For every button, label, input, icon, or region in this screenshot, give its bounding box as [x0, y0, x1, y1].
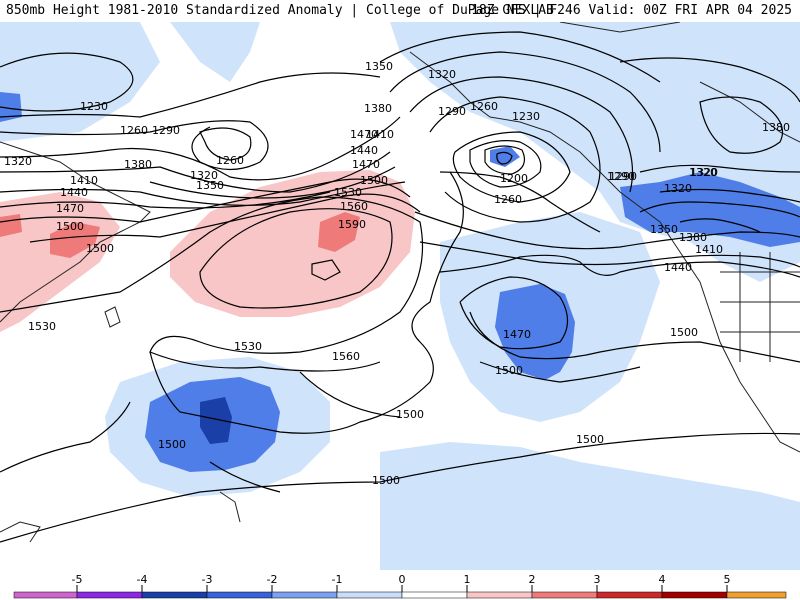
header: 850mb Height 1981-2010 Standardized Anom…: [0, 0, 800, 22]
colorbar-tick-label: 4: [659, 573, 666, 586]
contour-label: 1440: [664, 261, 692, 274]
contour-label: 1590: [338, 218, 366, 231]
contour-label: 1260: [494, 193, 522, 206]
contour-label: 1320: [428, 68, 456, 81]
contour-label: 1500: [495, 364, 523, 377]
contour-label: 1500: [86, 242, 114, 255]
model-run-info: 18Z GFS | F246 Valid: 00Z FRI APR 04 202…: [471, 3, 792, 18]
colorbar-segment: [726, 591, 787, 599]
colorbar-tick-label: -4: [137, 573, 148, 586]
contour-label: 1260: [216, 154, 244, 167]
contour-label: 1410: [366, 128, 394, 141]
contour-label: 1230: [80, 100, 108, 113]
colorbar-segment: [336, 591, 403, 599]
contour-label: 1470: [56, 202, 84, 215]
contour-label: 1380: [679, 231, 707, 244]
colorbar-segment: [401, 591, 468, 599]
coastlines: [0, 22, 800, 543]
contour-label: 1500: [576, 433, 604, 446]
contour-label: 1290: [607, 170, 635, 183]
contour-label: 1560: [340, 200, 368, 213]
contour-label: 1530: [28, 320, 56, 333]
colorbar-tick-label: 0: [399, 573, 406, 586]
colorbar-segment: [596, 591, 663, 599]
colorbar-segment: [76, 591, 143, 599]
colorbar-segment: [13, 591, 78, 599]
map-title: 850mb Height 1981-2010 Standardized Anom…: [6, 3, 554, 18]
contour-label: 1260: [470, 100, 498, 113]
map-canvas: 1230 1260 1290 1320 1320 1350 1380 1350 …: [0, 22, 800, 570]
colorbar-segment: [531, 591, 598, 599]
contour-label: 1320: [4, 155, 32, 168]
contour-label: 1230: [512, 110, 540, 123]
colorbar-segment: [661, 591, 728, 599]
contour-label: 1350: [650, 223, 678, 236]
contour-label: 1530: [334, 186, 362, 199]
colorbar-segment: [466, 591, 533, 599]
contour-label: 1470: [350, 128, 378, 141]
colorbar-tick-label: 2: [529, 573, 536, 586]
colorbar-tick-label: -2: [267, 573, 278, 586]
contour-label: 1320: [690, 166, 718, 179]
colorbar-tick-label: 3: [594, 573, 601, 586]
contour-labels: 1230 1260 1290 1320 1320 1350 1380 1350 …: [4, 60, 790, 487]
contour-label: 1410: [70, 174, 98, 187]
colorbar-tick-label: 1: [464, 573, 471, 586]
colorbar-tick-label: -3: [202, 573, 213, 586]
contour-label: 1500: [670, 326, 698, 339]
contour-label: 1290: [609, 170, 637, 183]
contour-label: 1350: [365, 60, 393, 73]
contour-label: 1470: [503, 328, 531, 341]
height-contours: [0, 31, 800, 543]
contour-label: 1320: [689, 166, 717, 179]
contour-label: 1530: [234, 340, 262, 353]
contour-label: 1260: [120, 124, 148, 137]
contour-label: 1380: [364, 102, 392, 115]
contour-label: 1500: [372, 474, 400, 487]
colorbar-segment: [206, 591, 273, 599]
contour-label: 1200: [500, 172, 528, 185]
contour-label: 1350: [196, 179, 224, 192]
contour-label: 1380: [762, 121, 790, 134]
red-anomaly-areas: [0, 212, 360, 258]
contour-label: 1560: [332, 350, 360, 363]
contour-label: 1440: [60, 186, 88, 199]
colorbar-tick-label: 5: [724, 573, 731, 586]
contour-label: 1320: [190, 169, 218, 182]
contour-label: 1380: [124, 158, 152, 171]
contour-label: 1500: [158, 438, 186, 451]
contour-label: 1470: [352, 158, 380, 171]
contour-label: 1320: [664, 182, 692, 195]
anomaly-colorbar: -5 -4 -3 -2 -1 0 1 2 3 4 5: [0, 570, 800, 600]
colorbar-segment: [271, 591, 338, 599]
colorbar-tick-label: -5: [72, 573, 83, 586]
dark-blue-anomaly-core: [200, 397, 232, 444]
contour-label: 1500: [396, 408, 424, 421]
contour-label: 1410: [695, 243, 723, 256]
contour-label: 1440: [350, 144, 378, 157]
contour-label: 1500: [360, 174, 388, 187]
colorbar-tick-label: -1: [332, 573, 343, 586]
contour-label: 1290: [152, 124, 180, 137]
contour-label: 1500: [56, 220, 84, 233]
colorbar-segment: [141, 591, 208, 599]
contour-label: 1290: [438, 105, 466, 118]
